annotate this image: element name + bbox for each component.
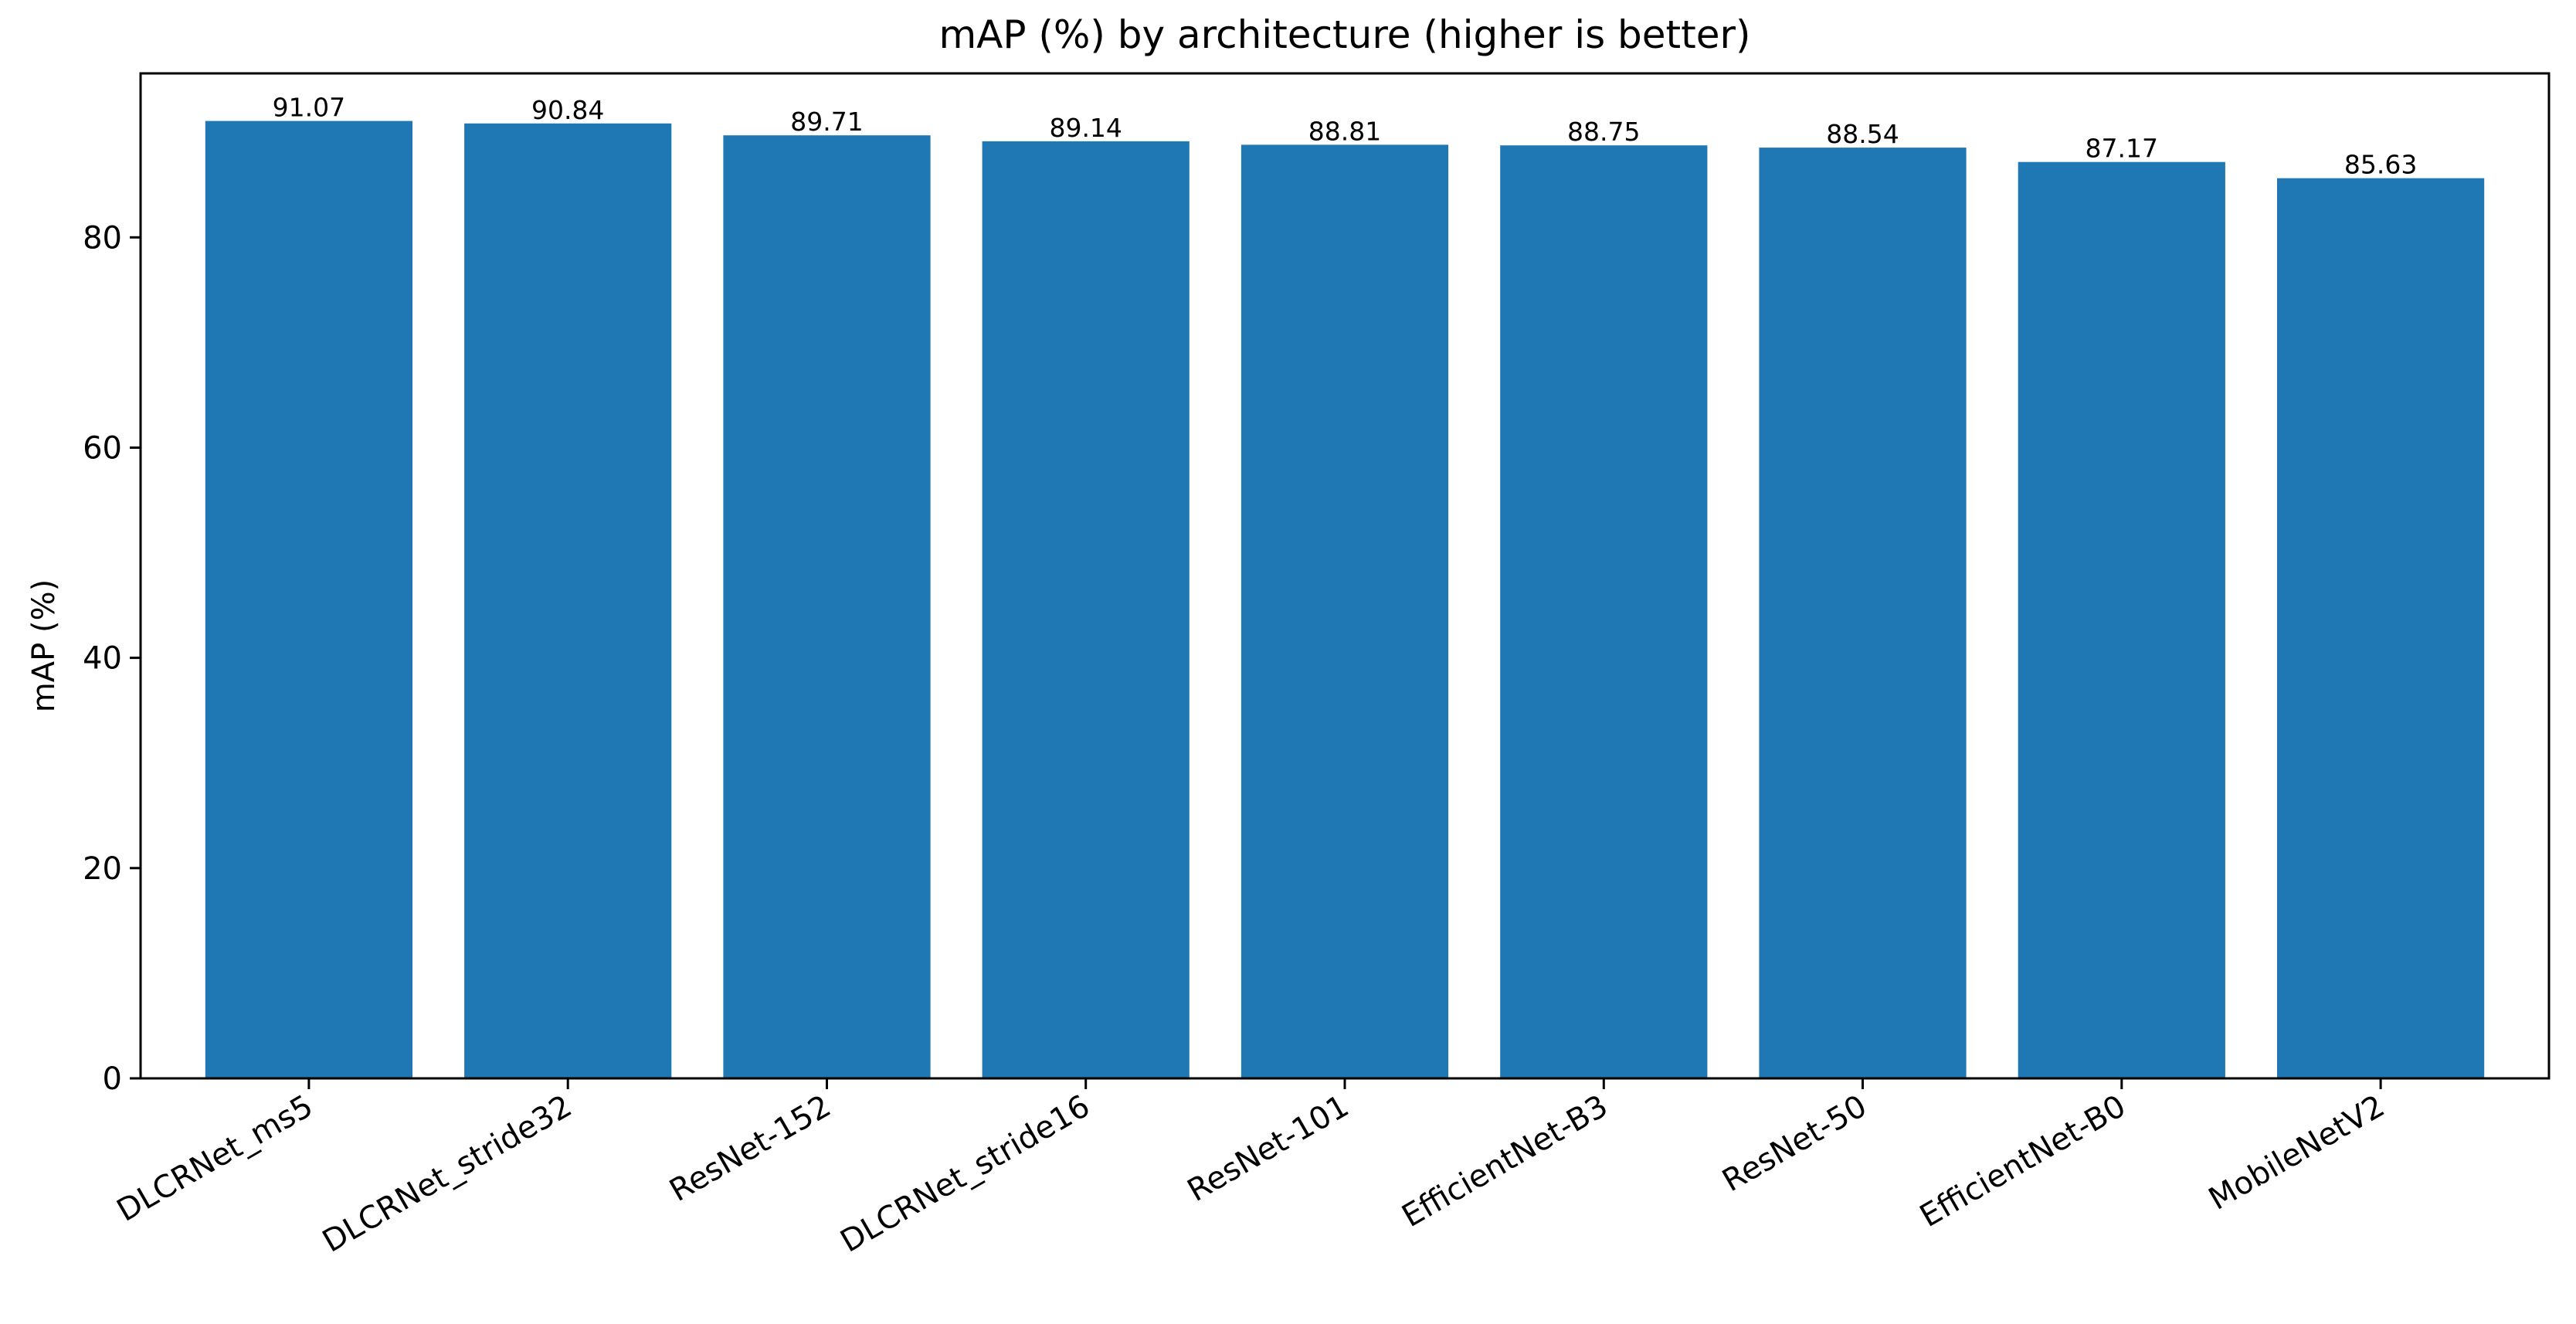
bar-resnet-152 [723,135,931,1079]
y-axis: 0 20 40 60 80 [83,220,141,1097]
data-labels-group: 91.07 90.84 89.71 89.14 88.81 88.75 88.54 87.17… [273,93,2418,180]
data-label: 90.84 [531,95,604,125]
plot-area-frame [139,72,2551,1080]
bar-resnet-101 [1240,144,1449,1078]
bar-dlcrnet-stride32 [464,123,672,1078]
bar-resnet-50 [1759,148,1967,1079]
data-label: 87.17 [2086,134,2158,164]
bar-dlcrnet-stride16 [982,141,1190,1078]
bar-efficientnet-b3 [1500,145,1708,1079]
y-tick-label: 80 [83,220,122,256]
y-tick-label: 40 [83,641,122,677]
data-label: 89.71 [790,107,863,137]
bars-group [205,121,2485,1079]
bar-efficientnet-b0 [2018,161,2225,1079]
y-tick-label: 60 [83,431,122,467]
data-label: 88.54 [1826,119,1899,149]
bar-dlcrnet-ms5 [205,121,412,1079]
data-label: 91.07 [273,93,345,123]
y-tick-label: 20 [83,851,122,887]
data-label: 89.14 [1049,113,1122,143]
y-tick-label: 0 [103,1061,122,1097]
bar-mobilenetv2 [2277,178,2485,1079]
y-axis-label: mAP (%) [26,579,62,712]
data-label: 85.63 [2344,150,2417,180]
chart-title: mAP (%) by architecture (higher is bette… [938,12,1750,57]
data-label: 88.81 [1308,116,1381,146]
data-label: 88.75 [1567,117,1640,147]
